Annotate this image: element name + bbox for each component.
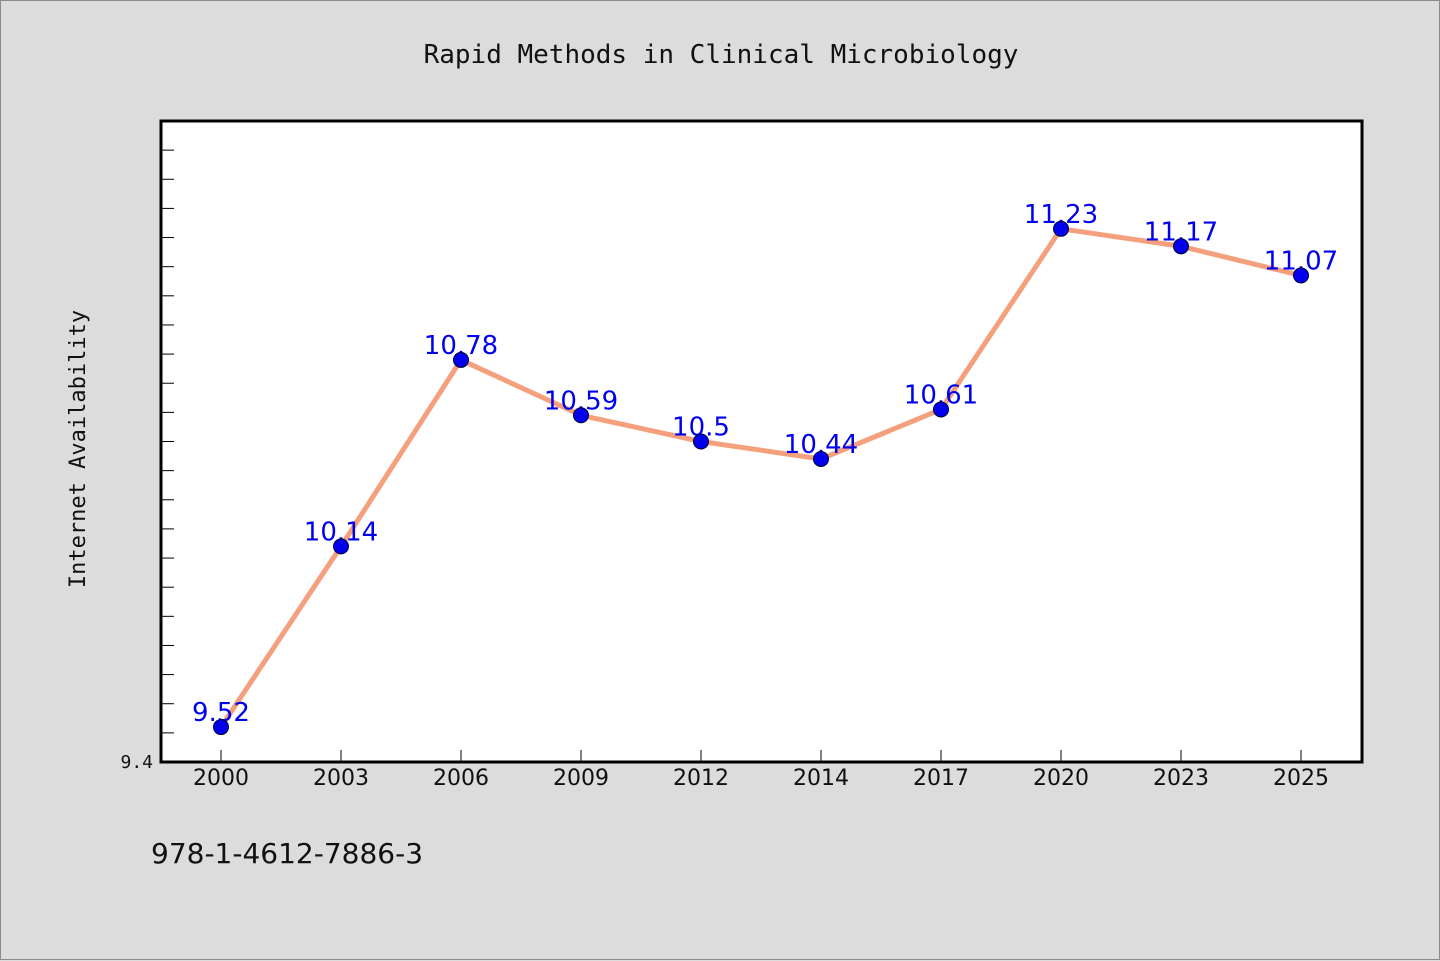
data-point-marker xyxy=(213,719,229,736)
x-tick-label: 2003 xyxy=(313,766,369,791)
y-axis-ticks: 9.4 xyxy=(120,149,174,773)
data-point-marker xyxy=(1053,220,1069,237)
isbn-footnote: 978-1-4612-7886-3 xyxy=(151,837,423,870)
data-point-marker xyxy=(693,433,709,450)
plot-area xyxy=(159,119,1364,764)
data-point-marker xyxy=(453,351,469,368)
x-axis-ticks: 2000 2003 2006 2009 2012 2014 2017 2020 2023 2025 xyxy=(193,750,1329,791)
x-tick-label: 2020 xyxy=(1033,766,1089,791)
x-tick-label: 2023 xyxy=(1153,766,1209,791)
series-line xyxy=(218,226,1304,730)
data-point-marker xyxy=(1173,238,1189,255)
data-point-marker xyxy=(573,407,589,424)
x-tick-label: 2000 xyxy=(193,766,249,791)
x-tick-label: 2009 xyxy=(553,766,609,791)
data-point-marker xyxy=(333,538,349,555)
y-tick-label: 9.4 xyxy=(120,752,153,773)
x-tick-label: 2025 xyxy=(1273,766,1329,791)
x-tick-label: 2014 xyxy=(793,766,849,791)
chart-title: Rapid Methods in Clinical Microbiology xyxy=(424,40,1019,70)
x-tick-label: 2017 xyxy=(913,766,969,791)
y-axis-label: Internet Availability xyxy=(66,310,91,588)
data-point-marker xyxy=(813,450,829,467)
x-tick-label: 2012 xyxy=(673,766,729,791)
x-tick-label: 2006 xyxy=(433,766,489,791)
data-point-marker xyxy=(933,401,949,418)
data-point-marker xyxy=(1293,267,1309,284)
series-line-group xyxy=(218,226,1304,730)
data-labels: 9.5210.1410.7810.5910.510.4410.6111.2311… xyxy=(192,200,1338,728)
data-markers xyxy=(213,220,1309,736)
